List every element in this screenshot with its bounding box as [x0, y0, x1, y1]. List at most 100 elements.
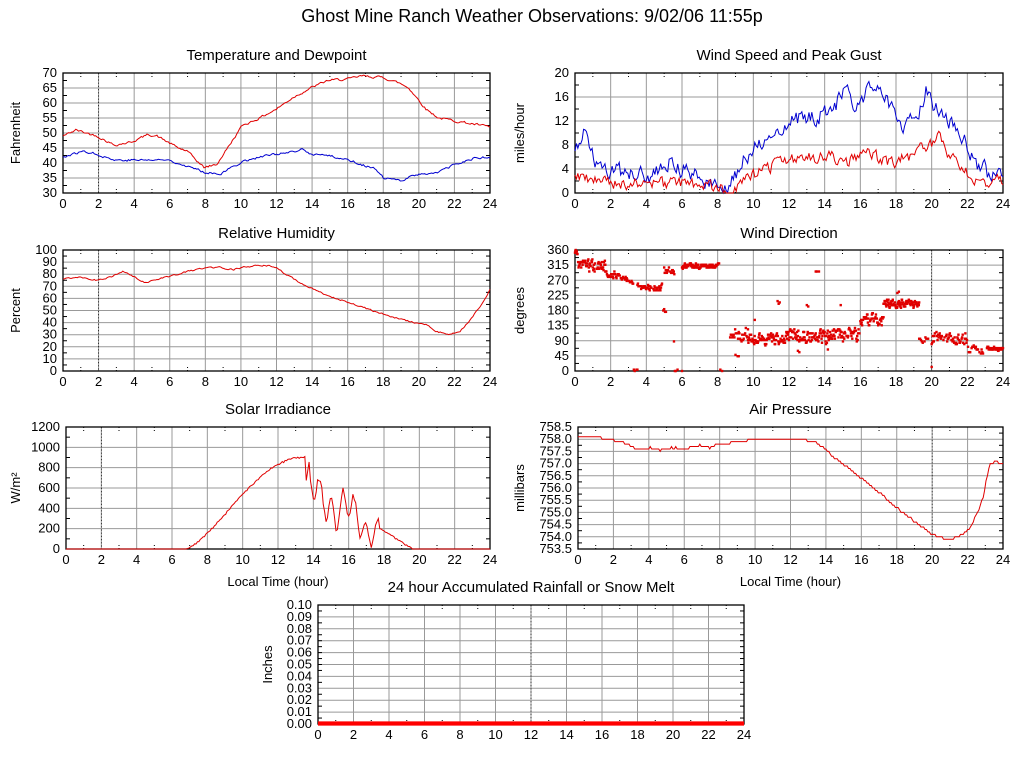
- svg-text:4: 4: [131, 196, 138, 211]
- svg-text:0: 0: [53, 541, 60, 556]
- svg-text:45: 45: [43, 140, 57, 155]
- svg-text:Wind Speed and Peak Gust: Wind Speed and Peak Gust: [696, 47, 882, 64]
- svg-text:20: 20: [666, 727, 680, 742]
- svg-text:16: 16: [853, 196, 867, 211]
- svg-text:4: 4: [562, 161, 569, 176]
- svg-text:Wind Direction: Wind Direction: [740, 225, 838, 242]
- svg-text:0: 0: [562, 185, 569, 200]
- svg-text:16: 16: [555, 89, 569, 104]
- svg-text:22: 22: [960, 196, 974, 211]
- svg-text:0: 0: [59, 196, 66, 211]
- svg-text:14: 14: [559, 727, 573, 742]
- svg-text:10: 10: [234, 374, 248, 389]
- svg-text:0: 0: [62, 552, 69, 567]
- svg-text:6: 6: [166, 374, 173, 389]
- svg-text:W/m²: W/m²: [8, 472, 23, 504]
- svg-text:200: 200: [38, 521, 60, 536]
- svg-text:16: 16: [340, 374, 354, 389]
- svg-text:24: 24: [483, 374, 497, 389]
- svg-text:8: 8: [202, 196, 209, 211]
- svg-text:Inches: Inches: [260, 645, 275, 684]
- svg-text:0.10: 0.10: [287, 597, 312, 612]
- svg-text:0: 0: [571, 196, 578, 211]
- svg-text:14: 14: [817, 374, 831, 389]
- svg-text:8: 8: [202, 374, 209, 389]
- svg-text:90: 90: [555, 333, 569, 348]
- svg-text:20: 20: [412, 196, 426, 211]
- svg-text:10: 10: [488, 727, 502, 742]
- svg-text:0: 0: [562, 363, 569, 378]
- svg-text:135: 135: [547, 318, 569, 333]
- svg-text:10: 10: [746, 374, 760, 389]
- svg-text:18: 18: [376, 196, 390, 211]
- svg-text:12: 12: [271, 552, 285, 567]
- svg-text:14: 14: [817, 196, 831, 211]
- svg-text:24: 24: [996, 196, 1010, 211]
- svg-text:degrees: degrees: [512, 287, 527, 334]
- svg-text:14: 14: [305, 374, 319, 389]
- svg-text:16: 16: [340, 196, 354, 211]
- svg-text:180: 180: [547, 303, 569, 318]
- svg-text:270: 270: [547, 272, 569, 287]
- svg-text:12: 12: [782, 196, 796, 211]
- svg-text:10: 10: [234, 196, 248, 211]
- svg-text:0: 0: [571, 374, 578, 389]
- svg-text:20: 20: [924, 196, 938, 211]
- svg-text:millibars: millibars: [512, 464, 527, 512]
- svg-text:2: 2: [98, 552, 105, 567]
- svg-text:315: 315: [547, 257, 569, 272]
- svg-text:360: 360: [547, 242, 569, 257]
- svg-text:35: 35: [43, 170, 57, 185]
- svg-text:12: 12: [555, 113, 569, 128]
- svg-text:2: 2: [607, 196, 614, 211]
- svg-text:Solar Irradiance: Solar Irradiance: [225, 401, 331, 418]
- svg-text:miles/hour: miles/hour: [512, 102, 527, 163]
- svg-text:8: 8: [562, 137, 569, 152]
- svg-text:40: 40: [43, 155, 57, 170]
- svg-text:14: 14: [306, 552, 320, 567]
- svg-text:24: 24: [483, 196, 497, 211]
- svg-text:24: 24: [996, 374, 1010, 389]
- svg-text:45: 45: [555, 348, 569, 363]
- svg-text:12: 12: [783, 552, 797, 567]
- svg-text:4: 4: [131, 374, 138, 389]
- svg-text:8: 8: [714, 196, 721, 211]
- svg-text:6: 6: [681, 552, 688, 567]
- svg-text:20: 20: [924, 374, 938, 389]
- svg-text:4: 4: [385, 727, 392, 742]
- svg-text:800: 800: [38, 460, 60, 475]
- svg-text:16: 16: [854, 552, 868, 567]
- svg-text:22: 22: [960, 374, 974, 389]
- svg-text:4: 4: [645, 552, 652, 567]
- svg-text:22: 22: [960, 552, 974, 567]
- svg-text:14: 14: [819, 552, 833, 567]
- svg-text:12: 12: [524, 727, 538, 742]
- svg-text:22: 22: [701, 727, 715, 742]
- svg-text:20: 20: [412, 374, 426, 389]
- svg-text:12: 12: [782, 374, 796, 389]
- svg-text:12: 12: [269, 196, 283, 211]
- svg-text:8: 8: [456, 727, 463, 742]
- svg-text:2: 2: [350, 727, 357, 742]
- svg-text:24: 24: [737, 727, 751, 742]
- svg-text:16: 16: [595, 727, 609, 742]
- svg-text:6: 6: [678, 374, 685, 389]
- svg-text:8: 8: [204, 552, 211, 567]
- svg-text:70: 70: [43, 65, 57, 80]
- svg-text:10: 10: [235, 552, 249, 567]
- svg-text:600: 600: [38, 480, 60, 495]
- svg-text:24 hour Accumulated Rainfall o: 24 hour Accumulated Rainfall or Snow Mel…: [388, 579, 676, 596]
- svg-text:2: 2: [95, 374, 102, 389]
- svg-text:4: 4: [133, 552, 140, 567]
- svg-text:20: 20: [925, 552, 939, 567]
- svg-text:758.5: 758.5: [539, 419, 572, 434]
- svg-text:20: 20: [412, 552, 426, 567]
- svg-text:2: 2: [607, 374, 614, 389]
- svg-text:18: 18: [376, 374, 390, 389]
- svg-text:55: 55: [43, 110, 57, 125]
- svg-text:6: 6: [678, 196, 685, 211]
- svg-text:18: 18: [630, 727, 644, 742]
- svg-text:30: 30: [43, 185, 57, 200]
- svg-text:22: 22: [447, 196, 461, 211]
- svg-text:6: 6: [166, 196, 173, 211]
